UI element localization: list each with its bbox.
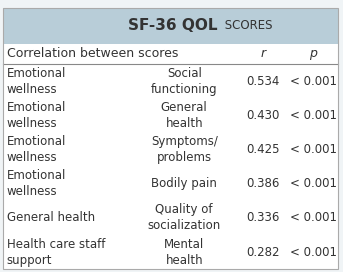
Text: < 0.001: < 0.001 xyxy=(290,109,337,122)
Text: < 0.001: < 0.001 xyxy=(290,246,337,259)
Text: Emotional
wellness: Emotional wellness xyxy=(7,101,66,130)
Text: < 0.001: < 0.001 xyxy=(290,177,337,190)
Text: p: p xyxy=(309,47,317,60)
Text: 0.282: 0.282 xyxy=(246,246,280,259)
Text: Emotional
wellness: Emotional wellness xyxy=(7,135,66,164)
Text: Symptoms/
problems: Symptoms/ problems xyxy=(151,135,218,164)
Text: 0.386: 0.386 xyxy=(246,177,280,190)
Text: Bodily pain: Bodily pain xyxy=(151,177,217,190)
Text: 0.336: 0.336 xyxy=(246,211,280,224)
Text: r: r xyxy=(260,47,265,60)
Text: < 0.001: < 0.001 xyxy=(290,211,337,224)
Text: Emotional
wellness: Emotional wellness xyxy=(7,67,66,95)
Text: 0.425: 0.425 xyxy=(246,143,280,156)
Text: < 0.001: < 0.001 xyxy=(290,75,337,88)
Text: Mental
health: Mental health xyxy=(164,238,204,267)
FancyBboxPatch shape xyxy=(3,8,338,44)
Text: Emotional
wellness: Emotional wellness xyxy=(7,169,66,198)
Text: < 0.001: < 0.001 xyxy=(290,143,337,156)
Text: 0.534: 0.534 xyxy=(246,75,280,88)
Text: General health: General health xyxy=(7,211,95,224)
Text: Quality of
socialization: Quality of socialization xyxy=(147,203,221,233)
Text: SCORES: SCORES xyxy=(221,19,272,32)
Text: Health care staff
support: Health care staff support xyxy=(7,238,105,267)
Text: 0.430: 0.430 xyxy=(246,109,280,122)
Text: General
health: General health xyxy=(161,101,208,130)
Text: Social
functioning: Social functioning xyxy=(151,67,217,95)
FancyBboxPatch shape xyxy=(3,44,338,269)
Text: SF-36 QOL: SF-36 QOL xyxy=(128,18,217,33)
Text: Correlation between scores: Correlation between scores xyxy=(7,47,178,60)
